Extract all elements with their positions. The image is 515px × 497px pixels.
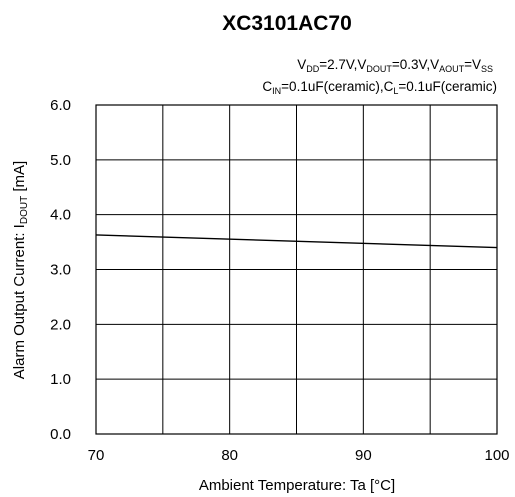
- x-tick-label: 100: [484, 447, 509, 464]
- y-tick-label: 3.0: [50, 262, 71, 279]
- y-tick-label: 0.0: [50, 426, 71, 443]
- series-line: [95, 234, 498, 249]
- x-axis-label: Ambient Temperature: Ta [°C]: [199, 477, 395, 494]
- conditions-line-1: VDD=2.7V,VDOUT=0.3V,VAOUT=VSS: [297, 57, 493, 74]
- plot-area: [95, 104, 498, 435]
- x-tick-label: 80: [221, 447, 238, 464]
- plot-frame: [95, 104, 498, 435]
- y-tick-label: 6.0: [50, 97, 71, 114]
- x-tick-label: 70: [88, 447, 105, 464]
- y-tick-label: 2.0: [50, 316, 71, 333]
- y-axis-label: Alarm Output Current: IDOUT [mA]: [11, 161, 30, 379]
- y-tick-label: 4.0: [50, 207, 71, 224]
- x-tick-label: 90: [355, 447, 372, 464]
- y-tick-label: 1.0: [50, 371, 71, 388]
- y-tick-label: 5.0: [50, 152, 71, 169]
- conditions-line-2: CIN=0.1uF(ceramic),CL=0.1uF(ceramic): [262, 79, 497, 96]
- chart-title: XC3101AC70: [222, 12, 352, 35]
